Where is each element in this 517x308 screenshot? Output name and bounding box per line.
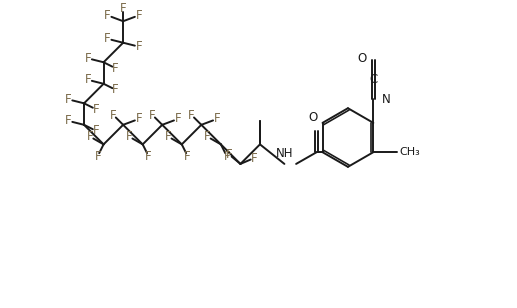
Text: F: F — [85, 73, 92, 86]
Text: F: F — [65, 114, 72, 128]
Text: F: F — [251, 152, 257, 164]
Text: F: F — [120, 2, 127, 15]
Text: O: O — [308, 111, 317, 124]
Text: F: F — [165, 130, 172, 143]
Text: F: F — [104, 9, 111, 22]
Text: F: F — [175, 112, 181, 125]
Text: F: F — [225, 148, 232, 161]
Text: C: C — [369, 73, 377, 86]
Text: F: F — [86, 130, 93, 143]
Text: F: F — [95, 150, 101, 163]
Text: N: N — [382, 93, 391, 106]
Text: F: F — [93, 103, 99, 116]
Text: F: F — [204, 130, 210, 143]
Text: F: F — [188, 108, 195, 122]
Text: O: O — [357, 52, 367, 65]
Text: F: F — [65, 93, 72, 106]
Text: F: F — [149, 108, 156, 122]
Text: F: F — [112, 83, 118, 96]
Text: F: F — [104, 32, 111, 45]
Text: F: F — [112, 62, 118, 75]
Text: CH₃: CH₃ — [400, 147, 420, 157]
Text: F: F — [145, 150, 152, 163]
Text: F: F — [214, 112, 220, 125]
Text: F: F — [185, 150, 191, 163]
Text: F: F — [135, 40, 142, 53]
Text: F: F — [110, 108, 117, 122]
Text: NH: NH — [276, 147, 293, 160]
Text: F: F — [135, 9, 142, 22]
Text: F: F — [85, 52, 92, 65]
Text: F: F — [223, 150, 230, 163]
Text: F: F — [126, 130, 132, 143]
Text: F: F — [135, 112, 142, 125]
Text: F: F — [93, 124, 99, 137]
